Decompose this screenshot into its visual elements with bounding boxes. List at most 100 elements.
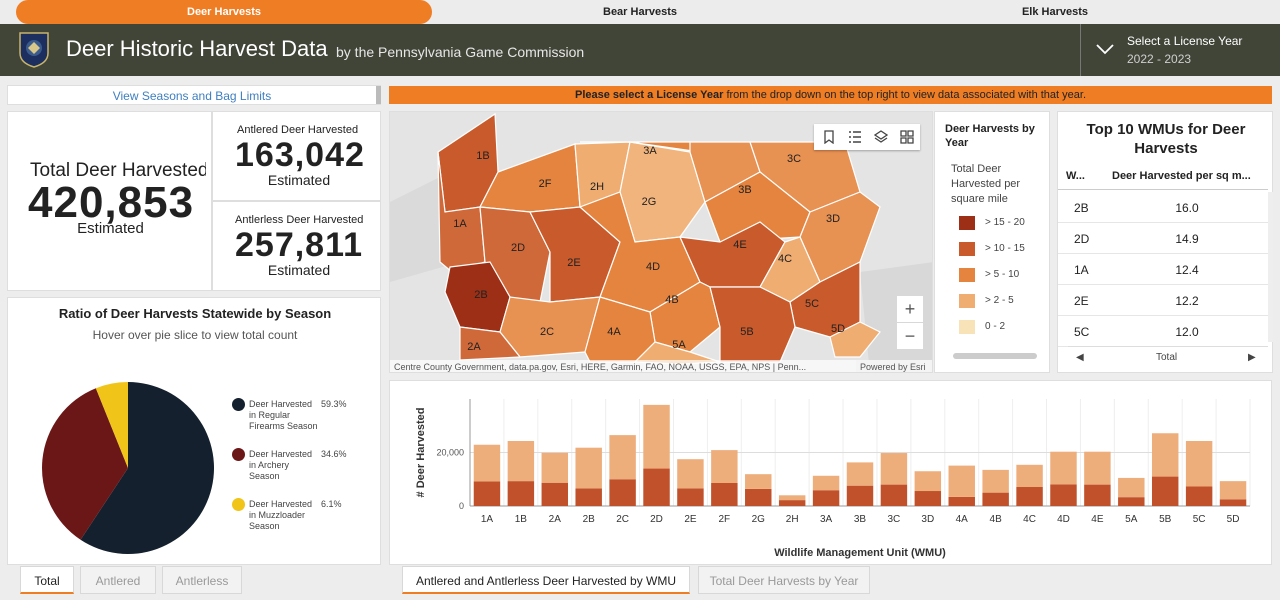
scrollbar[interactable] [376,86,381,104]
bar-3d-s1[interactable] [914,471,942,492]
zoom-out-button[interactable]: − [897,323,923,349]
bar-2b-s1[interactable] [575,447,602,489]
bar-5d-s0[interactable] [1219,499,1247,506]
bar-chart: 0 20,000 1A 1B 2A 2B 2C 2D 2E 2F 2G 2H 3A 3B 3C 3D 4A 4B 4… [415,399,1251,559]
bar-2d-s0[interactable] [643,468,670,506]
bar-2c-s1[interactable] [609,435,636,480]
bar-3b-s1[interactable] [846,462,874,486]
top10-col2[interactable]: Deer Harvested per sq m... [1112,170,1251,182]
pie-tab-antlered[interactable]: Antlered [80,566,156,594]
bar-2g-s1[interactable] [745,474,772,489]
antlered-card: Antlered Deer Harvested 163,042 Estimate… [212,111,381,201]
pie-slice-0[interactable] [80,382,214,554]
bar-5c-s1[interactable] [1185,440,1213,487]
page-subtitle: by the Pennsylvania Game Commission [336,44,585,60]
bar-4d-s1[interactable] [1050,451,1077,485]
bar-4b-s0[interactable] [982,492,1009,506]
bar-3a-s1[interactable] [812,475,840,491]
table-row[interactable]: 1A 12.4 [1058,254,1268,285]
chart-tab-by-year[interactable]: Total Deer Harvests by Year [698,566,870,594]
bar-3d-s0[interactable] [914,491,942,506]
pie-title: Ratio of Deer Harvests Statewide by Seas… [58,306,332,321]
bar-2h-s0[interactable] [778,500,806,506]
tab-deer-harvests[interactable]: Deer Harvests [16,0,432,24]
pie-tab-antlerless[interactable]: Antlerless [162,566,242,594]
total-estimated: Estimated [77,220,144,237]
bar-2a-s1[interactable] [541,452,569,483]
bar-4d-s0[interactable] [1050,484,1077,506]
table-row[interactable]: 5C 12.0 [1058,316,1268,347]
zoom-in-button[interactable]: + [897,296,923,322]
page-title: Deer Historic Harvest Data [66,36,328,61]
antlered-value: 163,042 [235,136,365,174]
bar-2e-s0[interactable] [677,488,704,506]
tab-bear-harvests[interactable]: Bear Harvests [603,6,677,18]
bar-3a-s0[interactable] [812,490,840,506]
seasons-link[interactable]: View Seasons and Bag Limits [112,89,272,103]
tab-elk-harvests[interactable]: Elk Harvests [1021,6,1089,18]
bar-1a-s0[interactable] [473,481,501,506]
bar-2d-s1[interactable] [643,404,670,469]
bar-2a-s0[interactable] [541,482,569,506]
row-wmu: 5C [1074,325,1090,339]
bar-3c-s1[interactable] [880,453,908,485]
bar-3b-s0[interactable] [846,485,874,506]
table-row[interactable]: 2B 16.0 [1058,192,1268,223]
table-row[interactable]: 2E 12.2 [1058,285,1268,316]
bar-2c-s0[interactable] [609,479,636,506]
pie-legend-line: in Regular [249,410,291,420]
bar-2f-s0[interactable] [711,482,738,506]
pie-tab-total[interactable]: Total [20,566,74,594]
x-tick-label: 4E [1091,514,1104,525]
bar-1b-s0[interactable] [507,481,535,506]
layers-icon[interactable] [874,130,888,144]
bar-4e-s1[interactable] [1084,451,1111,485]
table-row[interactable]: 2D 14.9 [1058,223,1268,254]
x-tick-label: 4B [990,514,1003,525]
bar-2h-s1[interactable] [778,495,806,501]
bar-3c-s0[interactable] [880,484,908,506]
bar-2g-s0[interactable] [745,488,772,506]
bar-4c-s1[interactable] [1016,464,1043,488]
bar-5b-s0[interactable] [1151,476,1179,506]
bar-4e-s0[interactable] [1084,484,1111,506]
table-scrollbar[interactable] [1268,192,1273,342]
pie-legend-line: Deer Harvested [249,449,313,459]
scroll-left-icon[interactable]: ◀ [1076,352,1084,363]
pie-slice-2[interactable] [95,382,128,468]
map-label-2f: 2F [539,178,552,190]
bar-2f-s1[interactable] [711,450,738,483]
bar-4a-s1[interactable] [948,465,975,497]
legend-list-icon[interactable] [848,130,862,144]
bar-1b-s1[interactable] [507,440,535,482]
wmu-map[interactable]: 1B 1A 2F 2H 2G 3A 3C 3B 3D 2D 2E 4D 4E 4C 2B 4B 5C 2C 4A 5B… [390,112,933,373]
pie-legend-pct: 6.1% [321,499,342,509]
bar-4b-s1[interactable] [982,469,1009,493]
map-label-2g: 2G [642,196,657,208]
bar-5d-s1[interactable] [1219,481,1247,500]
map-label-3d: 3D [826,213,840,225]
bar-5b-s1[interactable] [1151,433,1179,477]
bar-5a-s0[interactable] [1118,497,1145,506]
scroll-right-icon[interactable]: ▶ [1248,352,1256,363]
antlerless-estimated: Estimated [267,262,331,278]
pie-hint: Hover over pie slice to view total count [92,328,298,342]
basemap-gallery-icon[interactable] [900,130,914,144]
license-year-select[interactable]: Select a License Year 2022 - 2023 [1080,24,1280,76]
row-wmu: 2D [1074,232,1090,246]
top10-col1[interactable]: W... [1066,170,1085,182]
bar-5a-s1[interactable] [1118,477,1145,498]
pie-legend-pct: 34.6% [321,449,347,459]
bar-1a-s1[interactable] [473,444,501,482]
map-panel[interactable]: 1B 1A 2F 2H 2G 3A 3C 3B 3D 2D 2E 4D 4E 4C 2B 4B 5C 2C 4A 5B… [389,111,933,373]
bar-5c-s0[interactable] [1185,486,1213,506]
pie-slice-1[interactable] [42,388,128,540]
bar-4a-s0[interactable] [948,496,975,506]
bar-2b-s0[interactable] [575,488,602,506]
bar-4c-s0[interactable] [1016,487,1043,506]
chart-tab-by-wmu[interactable]: Antlered and Antlerless Deer Harvested b… [402,566,690,594]
bookmark-icon[interactable] [822,130,836,144]
legend-scrollbar[interactable] [953,353,1037,359]
map-label-5d: 5D [831,323,845,335]
bar-2e-s1[interactable] [677,459,704,489]
